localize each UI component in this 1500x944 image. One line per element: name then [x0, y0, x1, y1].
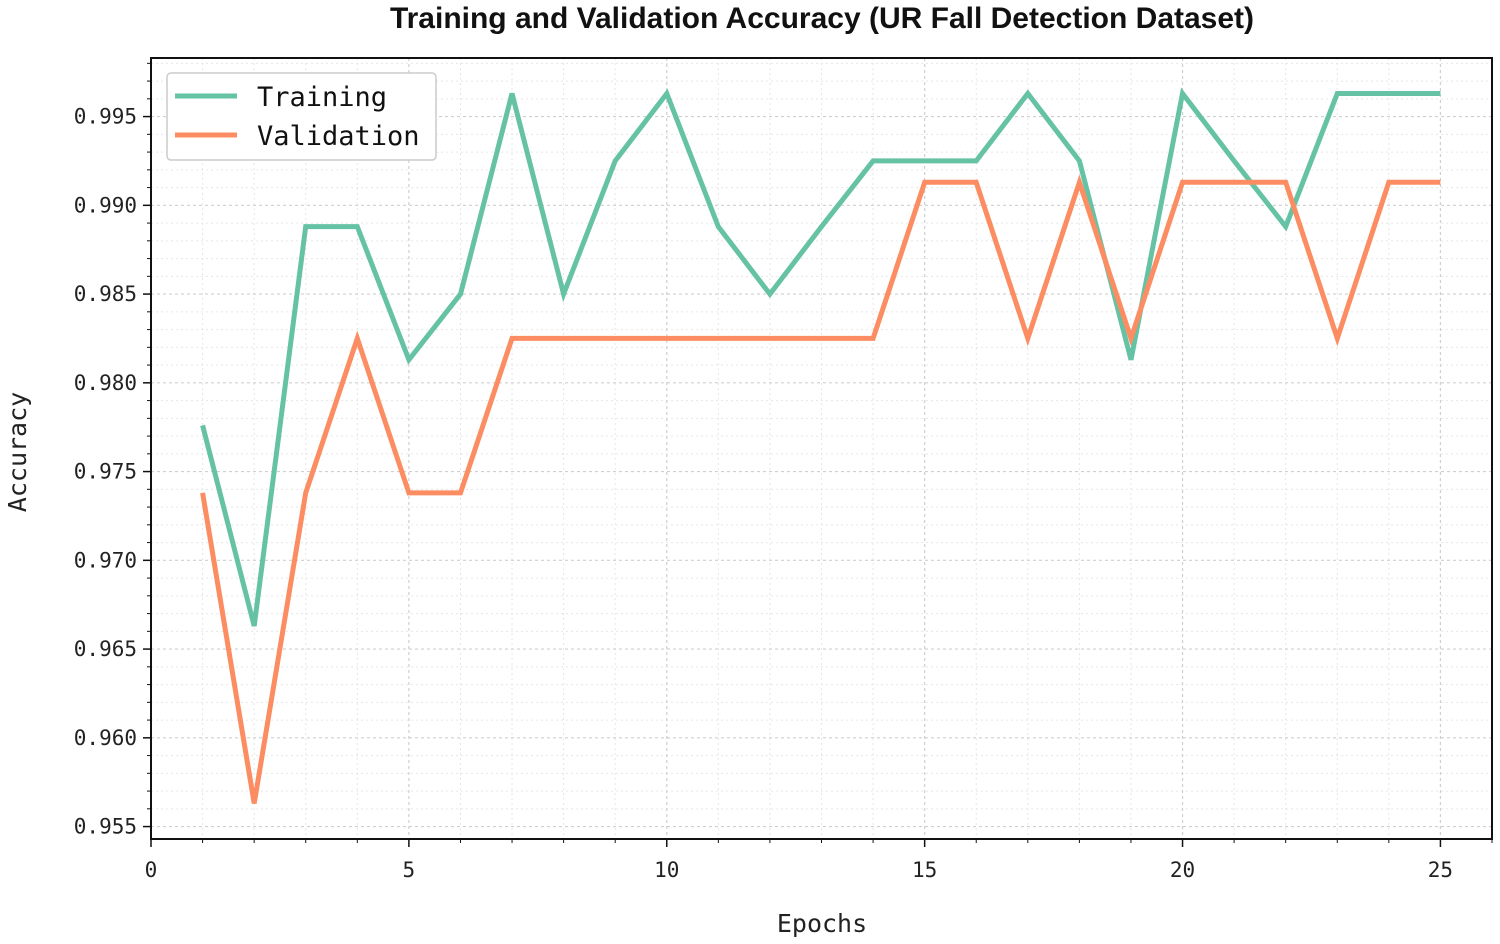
grid: [150, 58, 1493, 839]
legend-label-validation: Validation: [257, 121, 420, 152]
x-tick-label: 15: [912, 858, 937, 882]
y-tick-label: 0.970: [74, 548, 137, 572]
y-tick-label: 0.960: [74, 726, 137, 750]
x-axis-label: Epochs: [777, 909, 867, 938]
y-tick-label: 0.965: [74, 637, 137, 661]
chart-title: Training and Validation Accuracy (UR Fal…: [390, 2, 1254, 35]
x-tick-label: 5: [403, 858, 416, 882]
y-tick-label: 0.995: [74, 105, 137, 129]
legend: Training Validation: [166, 72, 437, 161]
y-tick-label: 0.980: [74, 371, 137, 395]
x-tick-label: 10: [654, 858, 679, 882]
y-axis-label: Accuracy: [3, 392, 32, 512]
y-tick-label: 0.975: [74, 460, 137, 484]
y-tick-label: 0.955: [74, 815, 137, 839]
x-tick-label: 20: [1170, 858, 1195, 882]
y-tick-label: 0.985: [74, 282, 137, 306]
axis-ticks: 0 5 10 15 20 25 0.955 0.960 0.965 0.970 0.975 0.980…: [74, 62, 1493, 882]
x-tick-label: 25: [1428, 858, 1453, 882]
legend-label-training: Training: [257, 82, 387, 113]
series-line-validation: [200, 174, 1441, 804]
series-line-training: [200, 87, 1441, 627]
x-tick-label: 0: [145, 858, 158, 882]
y-tick-label: 0.990: [74, 193, 137, 217]
series-lines: [200, 87, 1441, 804]
